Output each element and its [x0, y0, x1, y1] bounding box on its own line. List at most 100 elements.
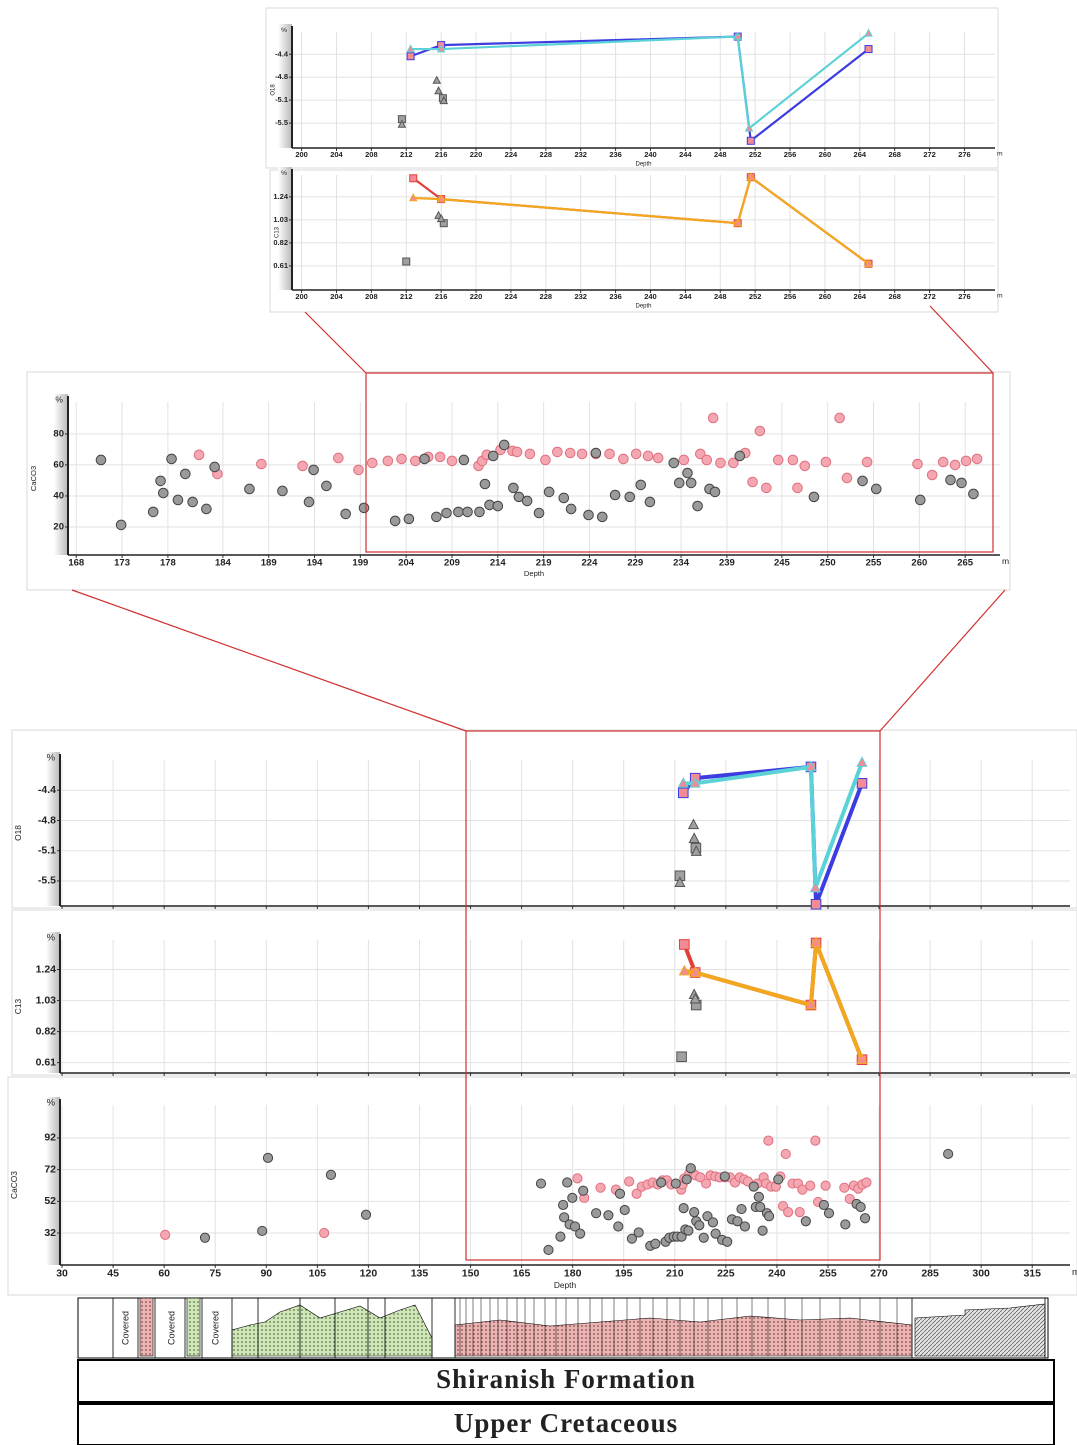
y-tick-label: 1.03 — [36, 994, 57, 1006]
circle-marker — [671, 1179, 680, 1188]
x-tick-label: 30 — [56, 1268, 68, 1280]
circle-marker — [509, 483, 519, 493]
stratigraphic-column: Covered Covered Covered Shiranish Format… — [78, 1298, 1054, 1445]
circle-marker — [116, 520, 126, 530]
circle-marker — [194, 450, 204, 460]
x-tick-label: 276 — [958, 150, 971, 159]
x-unit: m — [997, 293, 1003, 300]
circle-marker — [683, 468, 693, 478]
y-axis-label: CaCO3 — [29, 466, 38, 491]
circle-marker — [669, 458, 679, 468]
y-tick-label: 0.61 — [36, 1056, 57, 1068]
y-axis-label: CaCO3 — [9, 1171, 19, 1199]
y-tick-label: -4.4 — [38, 784, 56, 796]
circle-marker — [404, 514, 414, 524]
y-axis-label: O18 — [13, 825, 23, 841]
x-unit: m — [1072, 1267, 1077, 1278]
circle-marker — [167, 454, 177, 464]
x-tick-label: 212 — [400, 292, 413, 301]
y-tick-label: 52 — [44, 1195, 56, 1207]
square-marker — [677, 1052, 687, 1062]
x-tick-label: 165 — [513, 1268, 531, 1280]
y-tick-label: 0.61 — [273, 261, 288, 270]
x-tick-label: 228 — [540, 150, 553, 159]
circle-marker — [334, 453, 344, 463]
x-tick-label: 276 — [958, 292, 971, 301]
age-name: Upper Cretaceous — [454, 1408, 678, 1438]
x-tick-label: 220 — [470, 292, 483, 301]
y-tick-label: -5.1 — [275, 95, 288, 104]
x-tick-label: 120 — [360, 1268, 378, 1280]
circle-marker — [596, 1183, 605, 1192]
circle-marker — [459, 455, 469, 465]
x-tick-label: 239 — [719, 558, 735, 569]
covered-label: Covered — [210, 1311, 220, 1345]
circle-marker — [821, 1181, 830, 1190]
x-tick-label: 268 — [888, 150, 901, 159]
circle-marker — [615, 1189, 624, 1198]
x-tick-label: 232 — [574, 150, 587, 159]
x-tick-label: 216 — [435, 292, 448, 301]
x-tick-label: 228 — [540, 292, 553, 301]
circle-marker — [634, 1228, 643, 1237]
circle-marker — [774, 1175, 783, 1184]
x-tick-label: 264 — [854, 292, 867, 301]
circle-marker — [354, 465, 364, 475]
circle-marker — [605, 449, 615, 459]
circle-marker — [475, 507, 485, 517]
x-tick-label: 240 — [644, 150, 657, 159]
chart-panel: -4.4-4.8-5.1-5.5%O18 — [12, 730, 1077, 909]
circle-marker — [784, 1207, 793, 1216]
x-tick-label: 225 — [717, 1268, 735, 1280]
circle-marker — [390, 516, 400, 526]
y-axis-label: O18 — [271, 84, 277, 96]
y-tick-label: 20 — [53, 521, 64, 532]
zoom-connector — [305, 312, 366, 373]
circle-marker — [96, 455, 106, 465]
circle-marker — [758, 1226, 767, 1235]
circle-marker — [755, 426, 765, 436]
circle-marker — [972, 454, 982, 464]
x-tick-label: 195 — [615, 1268, 633, 1280]
circle-marker — [181, 469, 191, 479]
x-tick-label: 248 — [714, 292, 727, 301]
circle-marker — [913, 459, 923, 469]
x-tick-label: 75 — [209, 1268, 221, 1280]
x-tick-label: 204 — [398, 558, 415, 569]
circle-marker — [693, 501, 703, 511]
zoom-connector — [72, 590, 466, 731]
x-axis-label: Depth — [524, 569, 544, 578]
x-tick-label: 199 — [352, 558, 368, 569]
x-tick-label: 212 — [400, 150, 413, 159]
covered-label: Covered — [120, 1311, 130, 1345]
circle-marker — [298, 461, 308, 471]
x-tick-label: 208 — [365, 292, 378, 301]
y-unit: % — [281, 170, 287, 177]
circle-marker — [161, 1230, 170, 1239]
panel-background — [12, 910, 1077, 1075]
y-unit: % — [55, 394, 63, 404]
circle-marker — [200, 1233, 209, 1242]
x-tick-label: 272 — [923, 150, 936, 159]
x-tick-label: 209 — [444, 558, 460, 569]
circle-marker — [684, 1226, 693, 1235]
circle-marker — [708, 413, 718, 423]
y-axis-label: C13 — [275, 226, 281, 238]
circle-marker — [636, 480, 646, 490]
circle-marker — [604, 1211, 613, 1220]
circle-marker — [748, 477, 758, 487]
circle-marker — [740, 1222, 749, 1231]
y-tick-label: -5.1 — [38, 844, 56, 856]
x-axis-label: Depth — [635, 162, 651, 168]
circle-marker — [614, 1222, 623, 1231]
square-marker — [678, 788, 688, 798]
chart-panel: 2002042082122162202242282322362402442482… — [270, 167, 1003, 312]
x-tick-label: 248 — [714, 150, 727, 159]
circle-marker — [862, 457, 872, 467]
y-tick-label: 40 — [53, 490, 64, 501]
y-tick-label: 60 — [53, 459, 64, 470]
y-tick-label: 1.24 — [273, 192, 288, 201]
zoom-connector — [880, 590, 1005, 731]
circle-marker — [573, 1174, 582, 1183]
